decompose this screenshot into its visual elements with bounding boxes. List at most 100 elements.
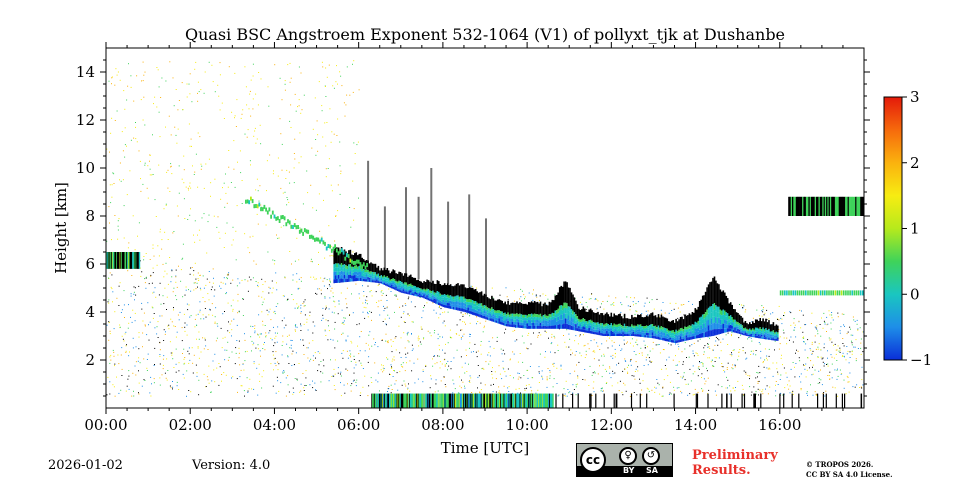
noise-pixel bbox=[282, 192, 284, 194]
cloud-base-pixel bbox=[600, 323, 602, 326]
noise-pixel bbox=[435, 312, 437, 314]
noise-pixel bbox=[330, 359, 331, 361]
cloud-base-pixel bbox=[687, 334, 689, 338]
cloud-base-pixel bbox=[766, 335, 769, 338]
cloud-top-pixel bbox=[390, 271, 393, 280]
noise-pixel bbox=[221, 380, 222, 382]
noise-pixel bbox=[824, 395, 826, 397]
noise-pixel bbox=[161, 315, 163, 317]
noise-pixel bbox=[383, 310, 385, 312]
noise-pixel bbox=[178, 192, 180, 194]
noise-pixel bbox=[294, 325, 296, 326]
noise-pixel bbox=[149, 174, 151, 176]
noise-pixel bbox=[238, 340, 240, 342]
cloud-top-pixel bbox=[772, 322, 775, 331]
cloud-base-pixel bbox=[709, 318, 711, 325]
cloud-base-pixel bbox=[439, 293, 442, 297]
noise-pixel bbox=[731, 335, 732, 337]
cloud-base-pixel bbox=[379, 278, 381, 281]
cloud-base-pixel bbox=[542, 315, 545, 318]
noise-pixel bbox=[303, 354, 305, 355]
noise-pixel bbox=[403, 311, 405, 313]
noise-pixel bbox=[842, 355, 843, 357]
cloud-base-pixel bbox=[399, 290, 402, 293]
cloud-base-pixel bbox=[448, 303, 450, 306]
noise-pixel bbox=[406, 334, 408, 336]
noise-pixel bbox=[830, 328, 832, 330]
noise-pixel bbox=[126, 145, 127, 147]
cloud-base-pixel bbox=[358, 271, 361, 275]
noise-pixel bbox=[147, 197, 149, 199]
cloud-base-pixel bbox=[446, 300, 449, 303]
noise-pixel bbox=[229, 332, 231, 334]
cloud-base-pixel bbox=[700, 333, 702, 338]
cloud-base-pixel bbox=[604, 323, 607, 327]
cloud-base-pixel bbox=[694, 328, 697, 332]
noise-pixel bbox=[375, 291, 377, 293]
cloud-base-pixel bbox=[631, 324, 633, 327]
noise-pixel bbox=[480, 341, 482, 342]
noise-pixel bbox=[823, 320, 825, 322]
noise-pixel bbox=[847, 350, 849, 352]
cloud-base-pixel bbox=[756, 331, 758, 334]
noise-pixel bbox=[692, 365, 694, 367]
cloud-top-pixel bbox=[656, 317, 658, 328]
cloud-base-pixel bbox=[669, 335, 671, 338]
cloud-base-pixel bbox=[578, 323, 580, 327]
cloud-base-pixel bbox=[728, 325, 730, 329]
cloud-base-pixel bbox=[520, 317, 523, 320]
noise-pixel bbox=[811, 352, 813, 354]
cloud-base-pixel bbox=[359, 269, 362, 273]
cloud-base-pixel bbox=[613, 323, 615, 327]
noise-pixel bbox=[152, 134, 153, 136]
noise-pixel bbox=[603, 355, 605, 357]
noise-pixel bbox=[759, 389, 761, 391]
cloud-base-pixel bbox=[752, 328, 754, 331]
cloud-base-pixel bbox=[351, 275, 353, 279]
noise-pixel bbox=[852, 316, 854, 318]
noise-pixel bbox=[692, 350, 694, 352]
cloud-base-pixel bbox=[759, 329, 761, 332]
cloud-base-pixel bbox=[435, 292, 437, 296]
cloud-base-pixel bbox=[743, 328, 745, 330]
noise-pixel bbox=[827, 363, 829, 365]
cloud-base-pixel bbox=[349, 264, 352, 268]
cloud-top-pixel bbox=[735, 312, 738, 322]
cloud-base-pixel bbox=[382, 276, 384, 279]
noise-pixel bbox=[675, 364, 677, 366]
cloud-base-pixel bbox=[554, 310, 557, 315]
noise-pixel bbox=[786, 337, 788, 339]
noise-pixel bbox=[734, 364, 736, 366]
noise-pixel bbox=[132, 372, 134, 374]
cloud-base-pixel bbox=[370, 271, 372, 274]
cloud-top-pixel bbox=[474, 289, 477, 301]
noise-pixel bbox=[117, 238, 119, 240]
noise-pixel bbox=[172, 232, 174, 234]
noise-pixel bbox=[809, 348, 811, 350]
noise-pixel bbox=[665, 368, 667, 370]
cloud-base-pixel bbox=[365, 279, 368, 282]
noise-pixel bbox=[330, 141, 332, 143]
cloud-base-pixel bbox=[679, 336, 682, 340]
noise-pixel bbox=[124, 317, 125, 318]
cloud-top-pixel bbox=[654, 315, 657, 326]
noise-pixel bbox=[593, 391, 595, 393]
noise-pixel bbox=[290, 127, 292, 128]
noise-pixel bbox=[598, 359, 600, 361]
noise-pixel bbox=[300, 156, 302, 158]
cloud-base-pixel bbox=[473, 301, 475, 304]
cloud-base-pixel bbox=[609, 333, 611, 336]
noise-pixel bbox=[695, 352, 697, 354]
noise-pixel bbox=[196, 338, 197, 340]
noise-pixel bbox=[226, 202, 228, 204]
noise-pixel bbox=[731, 367, 733, 369]
noise-pixel bbox=[749, 378, 750, 380]
cloud-base-pixel bbox=[644, 330, 646, 333]
noise-pixel bbox=[518, 373, 520, 374]
noise-pixel bbox=[641, 352, 643, 354]
noise-pixel bbox=[606, 382, 608, 384]
noise-pixel bbox=[810, 384, 811, 386]
noise-pixel bbox=[129, 170, 131, 172]
cloud-base-pixel bbox=[463, 296, 465, 300]
noise-pixel bbox=[224, 206, 226, 208]
